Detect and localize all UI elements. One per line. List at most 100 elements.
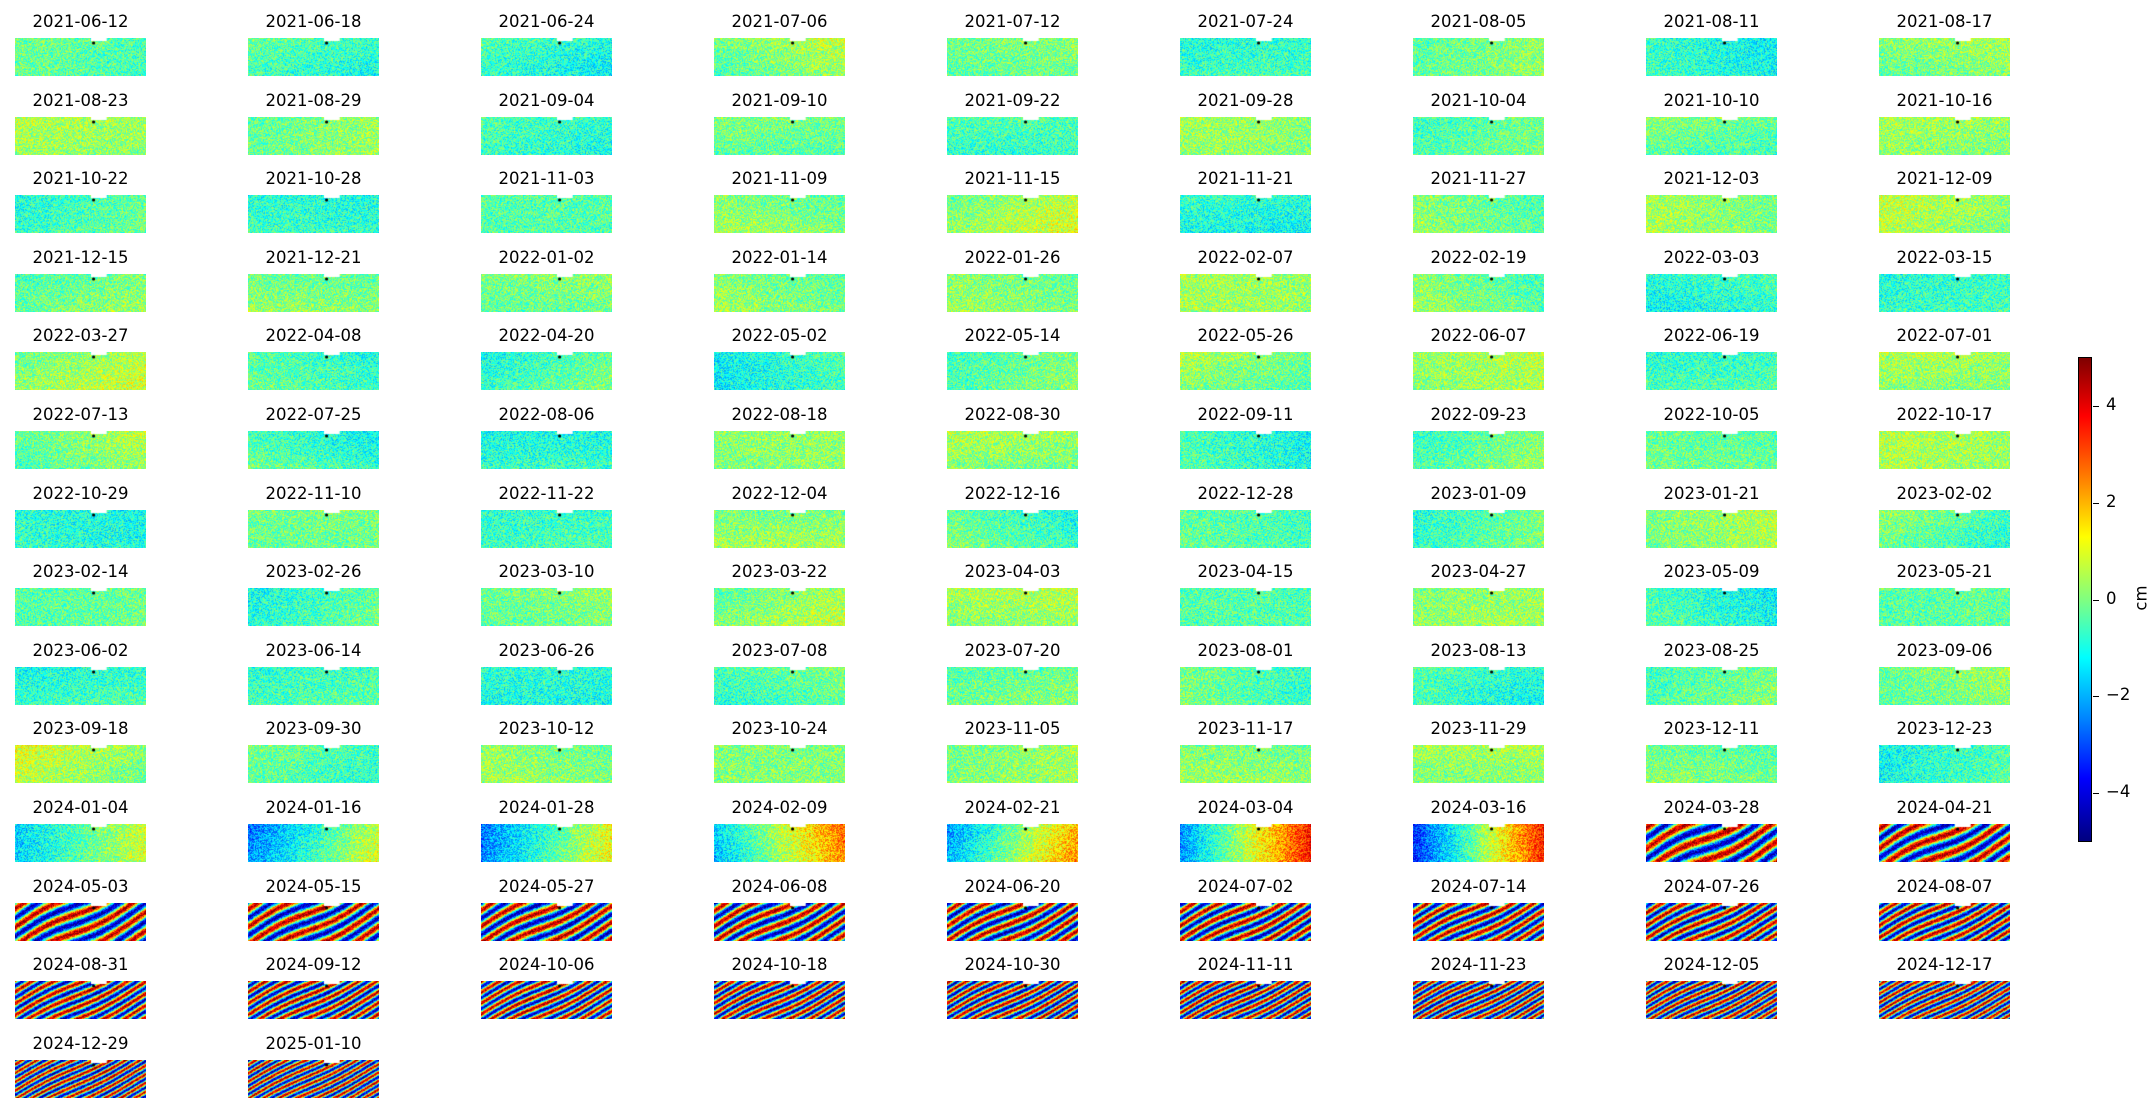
deformation-map — [1180, 588, 1311, 627]
deformation-map — [1879, 273, 2010, 312]
panel-date-label: 2023-05-21 — [1896, 562, 1993, 582]
panel-date-label: 2023-07-08 — [731, 640, 828, 660]
panel-date-label: 2024-05-27 — [498, 876, 595, 896]
panel-date-label: 2022-06-19 — [1663, 326, 1760, 346]
panel-date-label: 2024-07-26 — [1663, 876, 1760, 896]
deformation-map — [481, 824, 612, 862]
deformation-map — [947, 588, 1078, 627]
panel-date-label: 2021-11-27 — [1430, 169, 1527, 189]
deformation-map — [1180, 431, 1311, 469]
panel-date-label: 2024-01-16 — [265, 798, 362, 817]
panel-date-label: 2024-06-20 — [964, 876, 1061, 896]
panel-date-label: 2023-05-09 — [1663, 562, 1760, 582]
deformation-map — [1646, 745, 1777, 784]
deformation-map — [1180, 273, 1311, 312]
deformation-map — [248, 116, 379, 155]
panel-date-label: 2022-06-07 — [1430, 326, 1527, 346]
colorbar-tick — [2093, 502, 2099, 504]
deformation-map — [248, 195, 379, 234]
panel-date-label: 2022-12-04 — [731, 483, 828, 503]
deformation-map — [1413, 666, 1544, 705]
panel-date-label: 2023-07-20 — [964, 640, 1061, 660]
deformation-map — [714, 273, 845, 312]
panel-date-label: 2024-04-21 — [1896, 798, 1993, 817]
panel-date-label: 2024-09-12 — [265, 955, 362, 975]
deformation-map — [947, 745, 1078, 784]
deformation-map — [714, 588, 845, 627]
panel-date-label: 2024-08-07 — [1896, 876, 1993, 896]
panel-date-label: 2023-01-21 — [1663, 483, 1760, 503]
panel-date-label: 2021-10-16 — [1896, 90, 1993, 110]
panel-date-label: 2023-08-01 — [1197, 640, 1294, 660]
colorbar-tick-label: −2 — [2106, 685, 2131, 705]
deformation-map — [1646, 588, 1777, 627]
deformation-map — [481, 902, 612, 941]
panel-date-label: 2022-08-06 — [498, 405, 595, 424]
panel-date-label: 2024-05-15 — [265, 876, 362, 896]
panel-date-label: 2024-12-05 — [1663, 955, 1760, 975]
deformation-map — [1413, 824, 1544, 862]
panel-date-label: 2021-07-24 — [1197, 12, 1294, 31]
deformation-map — [481, 352, 612, 391]
deformation-map — [15, 195, 146, 234]
panel-date-label: 2021-12-21 — [265, 247, 362, 267]
panel-date-label: 2023-04-15 — [1197, 562, 1294, 582]
deformation-map — [15, 509, 146, 548]
deformation-map — [714, 509, 845, 548]
deformation-map — [248, 588, 379, 627]
deformation-map — [15, 352, 146, 391]
deformation-map — [1413, 195, 1544, 234]
panel-date-label: 2024-12-29 — [32, 1033, 129, 1053]
panel-date-label: 2022-12-28 — [1197, 483, 1294, 503]
deformation-map — [15, 824, 146, 862]
panel-date-label: 2022-04-08 — [265, 326, 362, 346]
deformation-map — [947, 116, 1078, 155]
deformation-map — [481, 38, 612, 76]
deformation-map — [1180, 745, 1311, 784]
panel-date-label: 2024-08-31 — [32, 955, 129, 975]
panel-date-label: 2023-11-17 — [1197, 719, 1294, 739]
deformation-map — [1180, 116, 1311, 155]
deformation-map — [947, 902, 1078, 941]
panel-date-label: 2022-04-20 — [498, 326, 595, 346]
panel-date-label: 2021-07-12 — [964, 12, 1061, 31]
deformation-map — [947, 431, 1078, 469]
panel-date-label: 2021-06-24 — [498, 12, 595, 31]
deformation-map — [714, 116, 845, 155]
deformation-map — [947, 981, 1078, 1020]
panel-date-label: 2022-03-15 — [1896, 247, 1993, 267]
deformation-map — [714, 666, 845, 705]
deformation-map — [481, 273, 612, 312]
deformation-map — [1413, 509, 1544, 548]
deformation-map — [15, 666, 146, 705]
deformation-map — [947, 509, 1078, 548]
deformation-map — [714, 38, 845, 76]
panel-date-label: 2022-01-02 — [498, 247, 595, 267]
deformation-map — [1646, 38, 1777, 76]
panel-date-label: 2022-12-16 — [964, 483, 1061, 503]
deformation-map — [947, 273, 1078, 312]
panel-date-label: 2021-12-03 — [1663, 169, 1760, 189]
panel-date-label: 2022-10-29 — [32, 483, 129, 503]
panel-date-label: 2024-10-06 — [498, 955, 595, 975]
panel-date-label: 2023-02-26 — [265, 562, 362, 582]
deformation-map — [248, 666, 379, 705]
deformation-map — [1180, 824, 1311, 862]
deformation-map — [1180, 195, 1311, 234]
deformation-map — [714, 981, 845, 1020]
deformation-map — [481, 666, 612, 705]
deformation-map — [248, 902, 379, 941]
panel-date-label: 2024-11-23 — [1430, 955, 1527, 975]
colorbar-tick — [2093, 599, 2099, 601]
deformation-map — [947, 38, 1078, 76]
deformation-map — [1879, 195, 2010, 234]
panel-date-label: 2021-09-28 — [1197, 90, 1294, 110]
panel-date-label: 2023-11-05 — [964, 719, 1061, 739]
deformation-map — [1180, 352, 1311, 391]
deformation-map — [15, 902, 146, 941]
deformation-map — [947, 195, 1078, 234]
colorbar-unit-label: cm — [2131, 585, 2151, 611]
panel-date-label: 2022-11-22 — [498, 483, 595, 503]
deformation-map — [1413, 431, 1544, 469]
panel-date-label: 2022-08-18 — [731, 405, 828, 424]
